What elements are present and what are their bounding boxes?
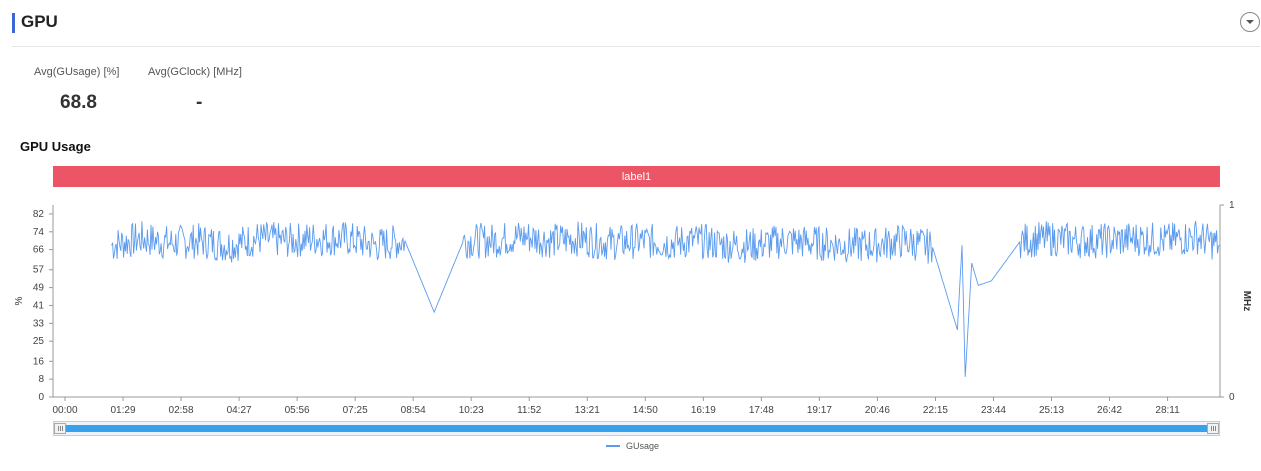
y-axis-label: %	[14, 296, 25, 305]
y-tick-label: 0	[38, 392, 44, 403]
stat-avg-gclock: Avg(GClock) [MHz] -	[148, 66, 242, 114]
gpu-section-header: GPU	[12, 10, 1260, 47]
section-title-gpu: GPU	[21, 12, 58, 31]
x-tick-label: 14:50	[633, 405, 658, 416]
y-tick-label: 41	[33, 300, 45, 311]
series-line-gusage	[111, 220, 1220, 377]
zoom-slider[interactable]	[53, 421, 1220, 436]
x-tick-label: 16:19	[691, 405, 716, 416]
x-tick-label: 02:58	[169, 405, 194, 416]
zoom-slider-left-handle[interactable]	[54, 423, 66, 434]
legend-swatch	[606, 445, 620, 447]
collapse-button[interactable]	[1240, 12, 1260, 32]
x-tick-label: 04:27	[227, 405, 252, 416]
stat-label: Avg(GUsage) [%]	[34, 66, 120, 78]
y-tick-label: 33	[33, 318, 45, 329]
x-tick-label: 19:17	[807, 405, 832, 416]
x-tick-label: 25:13	[1039, 405, 1064, 416]
x-tick-label: 01:29	[111, 405, 136, 416]
legend-item-gusage[interactable]: GUsage	[606, 441, 659, 451]
y-tick-label: 57	[33, 265, 45, 276]
y2-tick-label: 0	[1229, 392, 1235, 403]
x-tick-label: 22:15	[923, 405, 948, 416]
y-tick-label: 66	[33, 245, 45, 256]
legend-label: GUsage	[626, 441, 660, 451]
accent-bar	[12, 13, 15, 33]
x-tick-label: 13:21	[575, 405, 600, 416]
x-tick-label: 10:23	[459, 405, 484, 416]
x-tick-label: 05:56	[285, 405, 310, 416]
y-tick-label: 8	[38, 374, 44, 385]
y-tick-label: 16	[33, 356, 45, 367]
stat-value: -	[196, 92, 203, 113]
label-bar[interactable]: label1	[53, 166, 1220, 187]
y-tick-label: 49	[33, 283, 45, 294]
label-bar-text: label1	[621, 170, 652, 183]
x-tick-label: 07:25	[343, 405, 368, 416]
y-tick-label: 82	[33, 209, 45, 220]
x-tick-label: 11:52	[517, 405, 542, 416]
x-tick-label: 20:46	[865, 405, 890, 416]
stat-label: Avg(GClock) [MHz]	[148, 66, 242, 78]
y-tick-label: 25	[33, 336, 45, 347]
stat-avg-gusage: Avg(GUsage) [%] 68.8	[34, 66, 119, 114]
x-tick-label: 08:54	[401, 405, 426, 416]
x-tick-label: 26:42	[1097, 405, 1122, 416]
zoom-slider-range[interactable]	[64, 425, 1209, 432]
chevron-down-icon	[1246, 20, 1254, 24]
x-tick-label: 23:44	[981, 405, 1006, 416]
chart-title: GPU Usage	[20, 139, 91, 154]
stat-value: 68.8	[60, 92, 97, 113]
y2-tick-label: 1	[1229, 200, 1235, 211]
y2-axis-label: MHz	[1241, 291, 1252, 312]
zoom-slider-right-handle[interactable]	[1207, 423, 1219, 434]
x-tick-label: 28:11	[1155, 405, 1180, 416]
y-tick-label: 74	[33, 227, 45, 238]
x-tick-label: 17:48	[749, 405, 774, 416]
x-tick-label: 00:00	[52, 405, 77, 416]
